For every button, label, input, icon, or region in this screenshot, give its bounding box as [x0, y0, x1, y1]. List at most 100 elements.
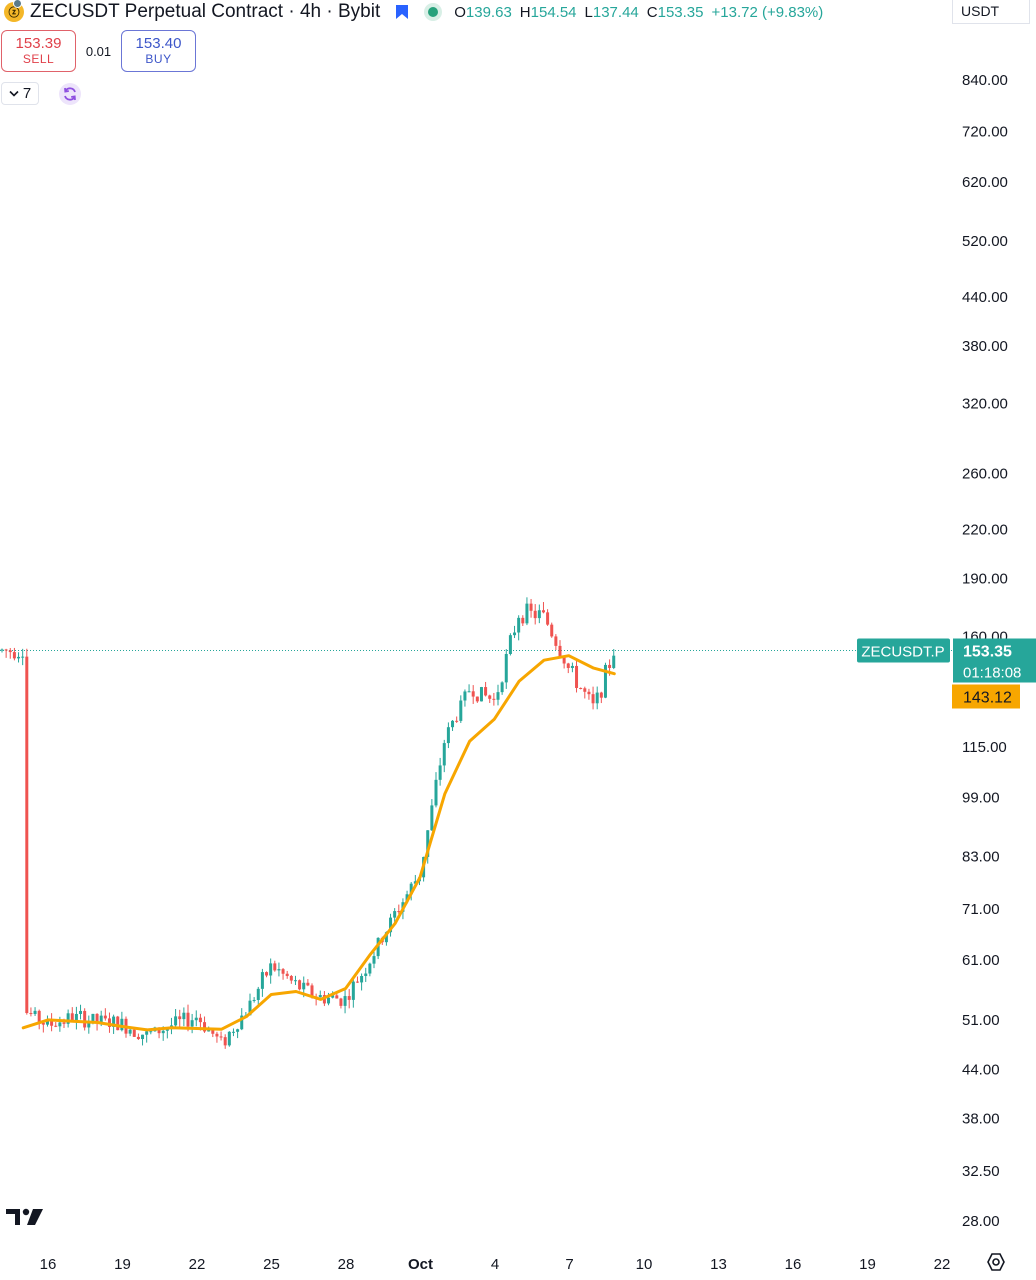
candle-body — [128, 1029, 132, 1034]
candle-body — [541, 610, 545, 613]
candle-body — [355, 981, 359, 983]
ma-price-badge — [952, 684, 1020, 709]
candle-body — [211, 1029, 215, 1034]
candle-body — [99, 1015, 103, 1023]
candle-body — [612, 655, 616, 668]
candle-body — [335, 995, 339, 999]
candle-body — [186, 1012, 190, 1027]
price-change: +13.72 (+9.83%) — [711, 3, 824, 21]
candle-body — [517, 617, 521, 633]
candle-body — [260, 972, 264, 989]
buy-button[interactable]: 153.40 BUY — [121, 30, 196, 72]
x-tick-label: 7 — [565, 1256, 573, 1273]
candle-body — [459, 700, 463, 721]
candle-body — [21, 656, 25, 658]
candle-body — [112, 1016, 116, 1027]
candle-body — [198, 1017, 202, 1023]
candle-body — [318, 995, 322, 998]
last-price-badge — [953, 638, 1036, 683]
sync-icon[interactable] — [59, 82, 81, 105]
candle-body — [83, 1010, 87, 1028]
candle-body — [591, 694, 595, 704]
candle-body — [8, 650, 12, 653]
candle-body — [546, 612, 550, 625]
y-tick-label: 99.00 — [962, 789, 1000, 806]
indicator-row: 7 — [1, 82, 81, 105]
y-tick-label: 190.00 — [962, 571, 1008, 588]
candle-body — [107, 1018, 111, 1027]
candle-body — [145, 1031, 149, 1035]
settings-icon[interactable] — [986, 1252, 1006, 1272]
candle-body — [339, 998, 343, 1006]
tradingview-logo[interactable] — [6, 1206, 46, 1228]
candle-body — [41, 1022, 45, 1025]
candle-body — [149, 1031, 153, 1033]
candle-body — [306, 982, 310, 986]
candle-body — [4, 649, 8, 651]
currency-selector[interactable]: USDT — [952, 0, 1030, 24]
candle-body — [550, 624, 554, 637]
candle-body — [533, 610, 537, 619]
candle-body — [603, 664, 607, 698]
candle-body — [248, 1000, 252, 1016]
x-tick-label: 25 — [263, 1256, 280, 1273]
candle-body — [182, 1012, 186, 1020]
candle-body — [467, 691, 471, 693]
chart-header: ⓩ ZECUSDT Perpetual Contract · 4h · Bybi… — [0, 0, 823, 24]
candle-body — [45, 1019, 49, 1025]
candle-body — [537, 610, 541, 619]
candle-body — [579, 687, 583, 689]
candle-body — [409, 883, 413, 895]
candle-body — [451, 720, 455, 728]
x-tick-label: 4 — [491, 1256, 499, 1273]
candle-body — [12, 652, 16, 659]
candle-body — [471, 691, 475, 697]
candle-body — [484, 687, 488, 696]
candle-body — [265, 972, 269, 976]
y-tick-label: 220.00 — [962, 521, 1008, 538]
x-tick-label: 10 — [636, 1256, 653, 1273]
candle-body — [327, 997, 331, 1004]
candle-body — [438, 765, 442, 780]
sell-button[interactable]: 153.39 SELL — [1, 30, 76, 72]
candle-body — [364, 973, 368, 976]
candle-body — [25, 656, 29, 1014]
indicator-toggle[interactable]: 7 — [1, 82, 39, 105]
candle-body — [434, 779, 438, 806]
x-tick-label: 13 — [710, 1256, 727, 1273]
candle-body — [554, 636, 558, 646]
candle-body — [529, 603, 533, 611]
candle-body — [269, 963, 273, 976]
candle-body — [455, 720, 459, 722]
candle-body — [62, 1022, 66, 1024]
candle-body — [608, 664, 612, 668]
candle-body — [575, 665, 579, 688]
flag-icon[interactable] — [394, 4, 410, 20]
candle-body — [54, 1025, 58, 1027]
y-tick-label: 520.00 — [962, 233, 1008, 250]
y-tick-label: 32.50 — [962, 1163, 1000, 1180]
y-tick-label: 380.00 — [962, 338, 1008, 355]
last-price-label: 153.35 — [963, 644, 1012, 661]
symbol-title[interactable]: ZECUSDT Perpetual Contract · 4h · Bybit — [30, 1, 381, 22]
candle-body — [240, 1015, 244, 1030]
market-status-icon — [424, 3, 443, 21]
candle-body — [33, 1010, 37, 1015]
candle-body — [17, 656, 21, 659]
candle-body — [116, 1016, 120, 1031]
candle-body — [463, 691, 467, 701]
candle-body — [277, 969, 281, 971]
candle-body — [583, 688, 587, 692]
x-tick-label: 19 — [859, 1256, 876, 1273]
candle-body — [161, 1030, 165, 1034]
candle-body — [351, 981, 355, 1000]
candle-body — [492, 698, 496, 700]
x-tick-label: Oct — [408, 1256, 433, 1273]
candle-body — [446, 727, 450, 744]
candle-body — [426, 830, 430, 857]
candle-body — [389, 917, 393, 933]
candle-body — [360, 975, 364, 983]
y-tick-label: 83.00 — [962, 848, 1000, 865]
candle-body — [231, 1031, 235, 1033]
